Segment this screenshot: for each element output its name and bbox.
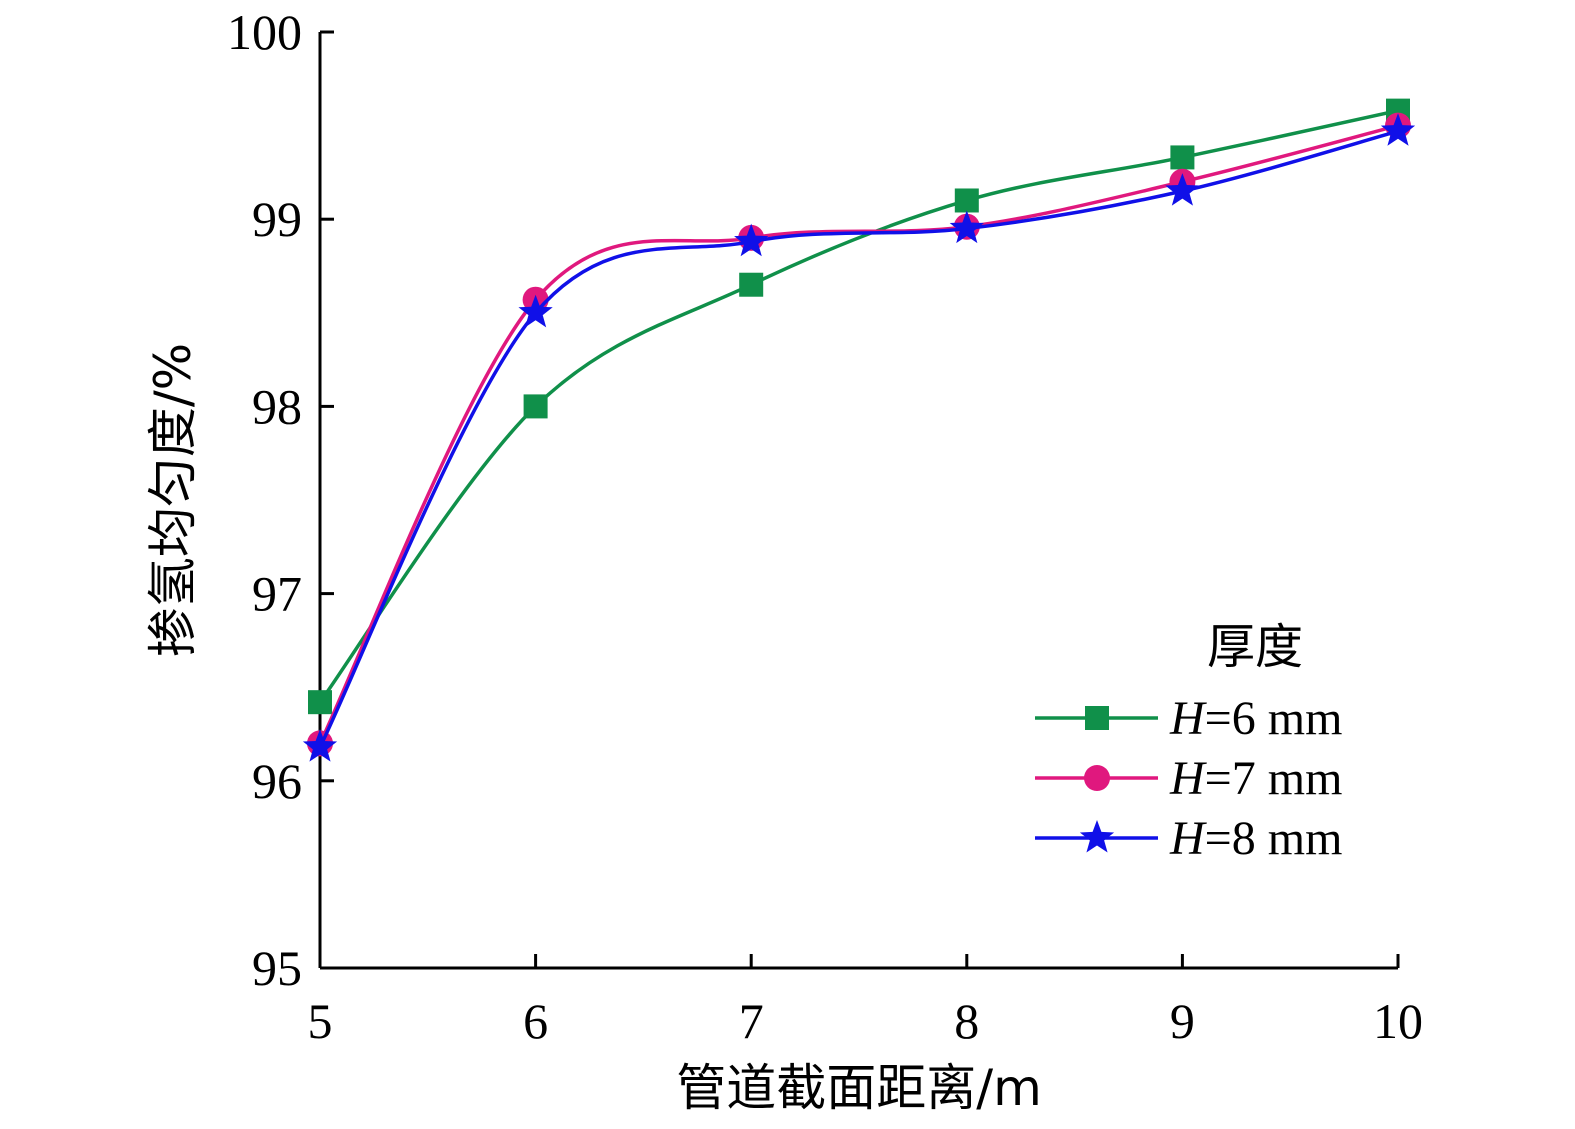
x-tick-label: 8 xyxy=(954,993,979,1049)
y-tick-label: 100 xyxy=(227,4,302,60)
data-point xyxy=(954,188,979,213)
legend-marker xyxy=(1084,765,1110,791)
data-point xyxy=(518,294,553,328)
data-point xyxy=(523,394,548,419)
x-tick-label: 6 xyxy=(523,993,548,1049)
series-line xyxy=(318,108,1399,704)
data-point xyxy=(308,690,332,715)
legend-label: H=6 mm xyxy=(1169,692,1342,745)
legend-item: H=7 mm xyxy=(1035,752,1342,805)
y-tick-label: 99 xyxy=(252,191,302,247)
legend-marker xyxy=(1079,820,1115,853)
x-tick-label: 5 xyxy=(308,993,333,1049)
legend: 厚度 H=6 mm H=7 mm H=8 mm xyxy=(1035,619,1342,865)
x-tick-label: 7 xyxy=(739,993,764,1049)
series-layer xyxy=(302,98,1416,762)
y-axis-title: 掺氢均匀度/% xyxy=(144,343,202,657)
y-tick-label: 97 xyxy=(252,566,302,622)
series-3 xyxy=(302,113,1416,762)
data-point xyxy=(1165,173,1200,206)
y-tick-label: 96 xyxy=(252,753,302,809)
x-tick-label: 9 xyxy=(1170,993,1195,1049)
legend-title: 厚度 xyxy=(1207,619,1303,675)
y-tick-label: 95 xyxy=(252,940,302,996)
data-point xyxy=(1170,145,1195,170)
data-point xyxy=(734,223,769,257)
legend-label: H=8 mm xyxy=(1169,812,1342,865)
legend-marker xyxy=(1085,706,1109,730)
legend-label: H=7 mm xyxy=(1169,752,1342,805)
x-axis-title: 管道截面距离/m xyxy=(676,1059,1042,1117)
x-tick-label: 10 xyxy=(1373,993,1423,1049)
legend-item: H=6 mm xyxy=(1035,692,1342,745)
data-point xyxy=(739,272,764,297)
data-point xyxy=(302,729,338,762)
legend-item: H=8 mm xyxy=(1035,812,1342,865)
data-point xyxy=(949,210,984,244)
axes: 5 6 7 8 9 10 95 96 97 98 99 100 xyxy=(227,4,1423,1049)
y-tick-label: 98 xyxy=(252,378,302,434)
series-1 xyxy=(308,98,1410,715)
data-point xyxy=(1380,113,1416,146)
